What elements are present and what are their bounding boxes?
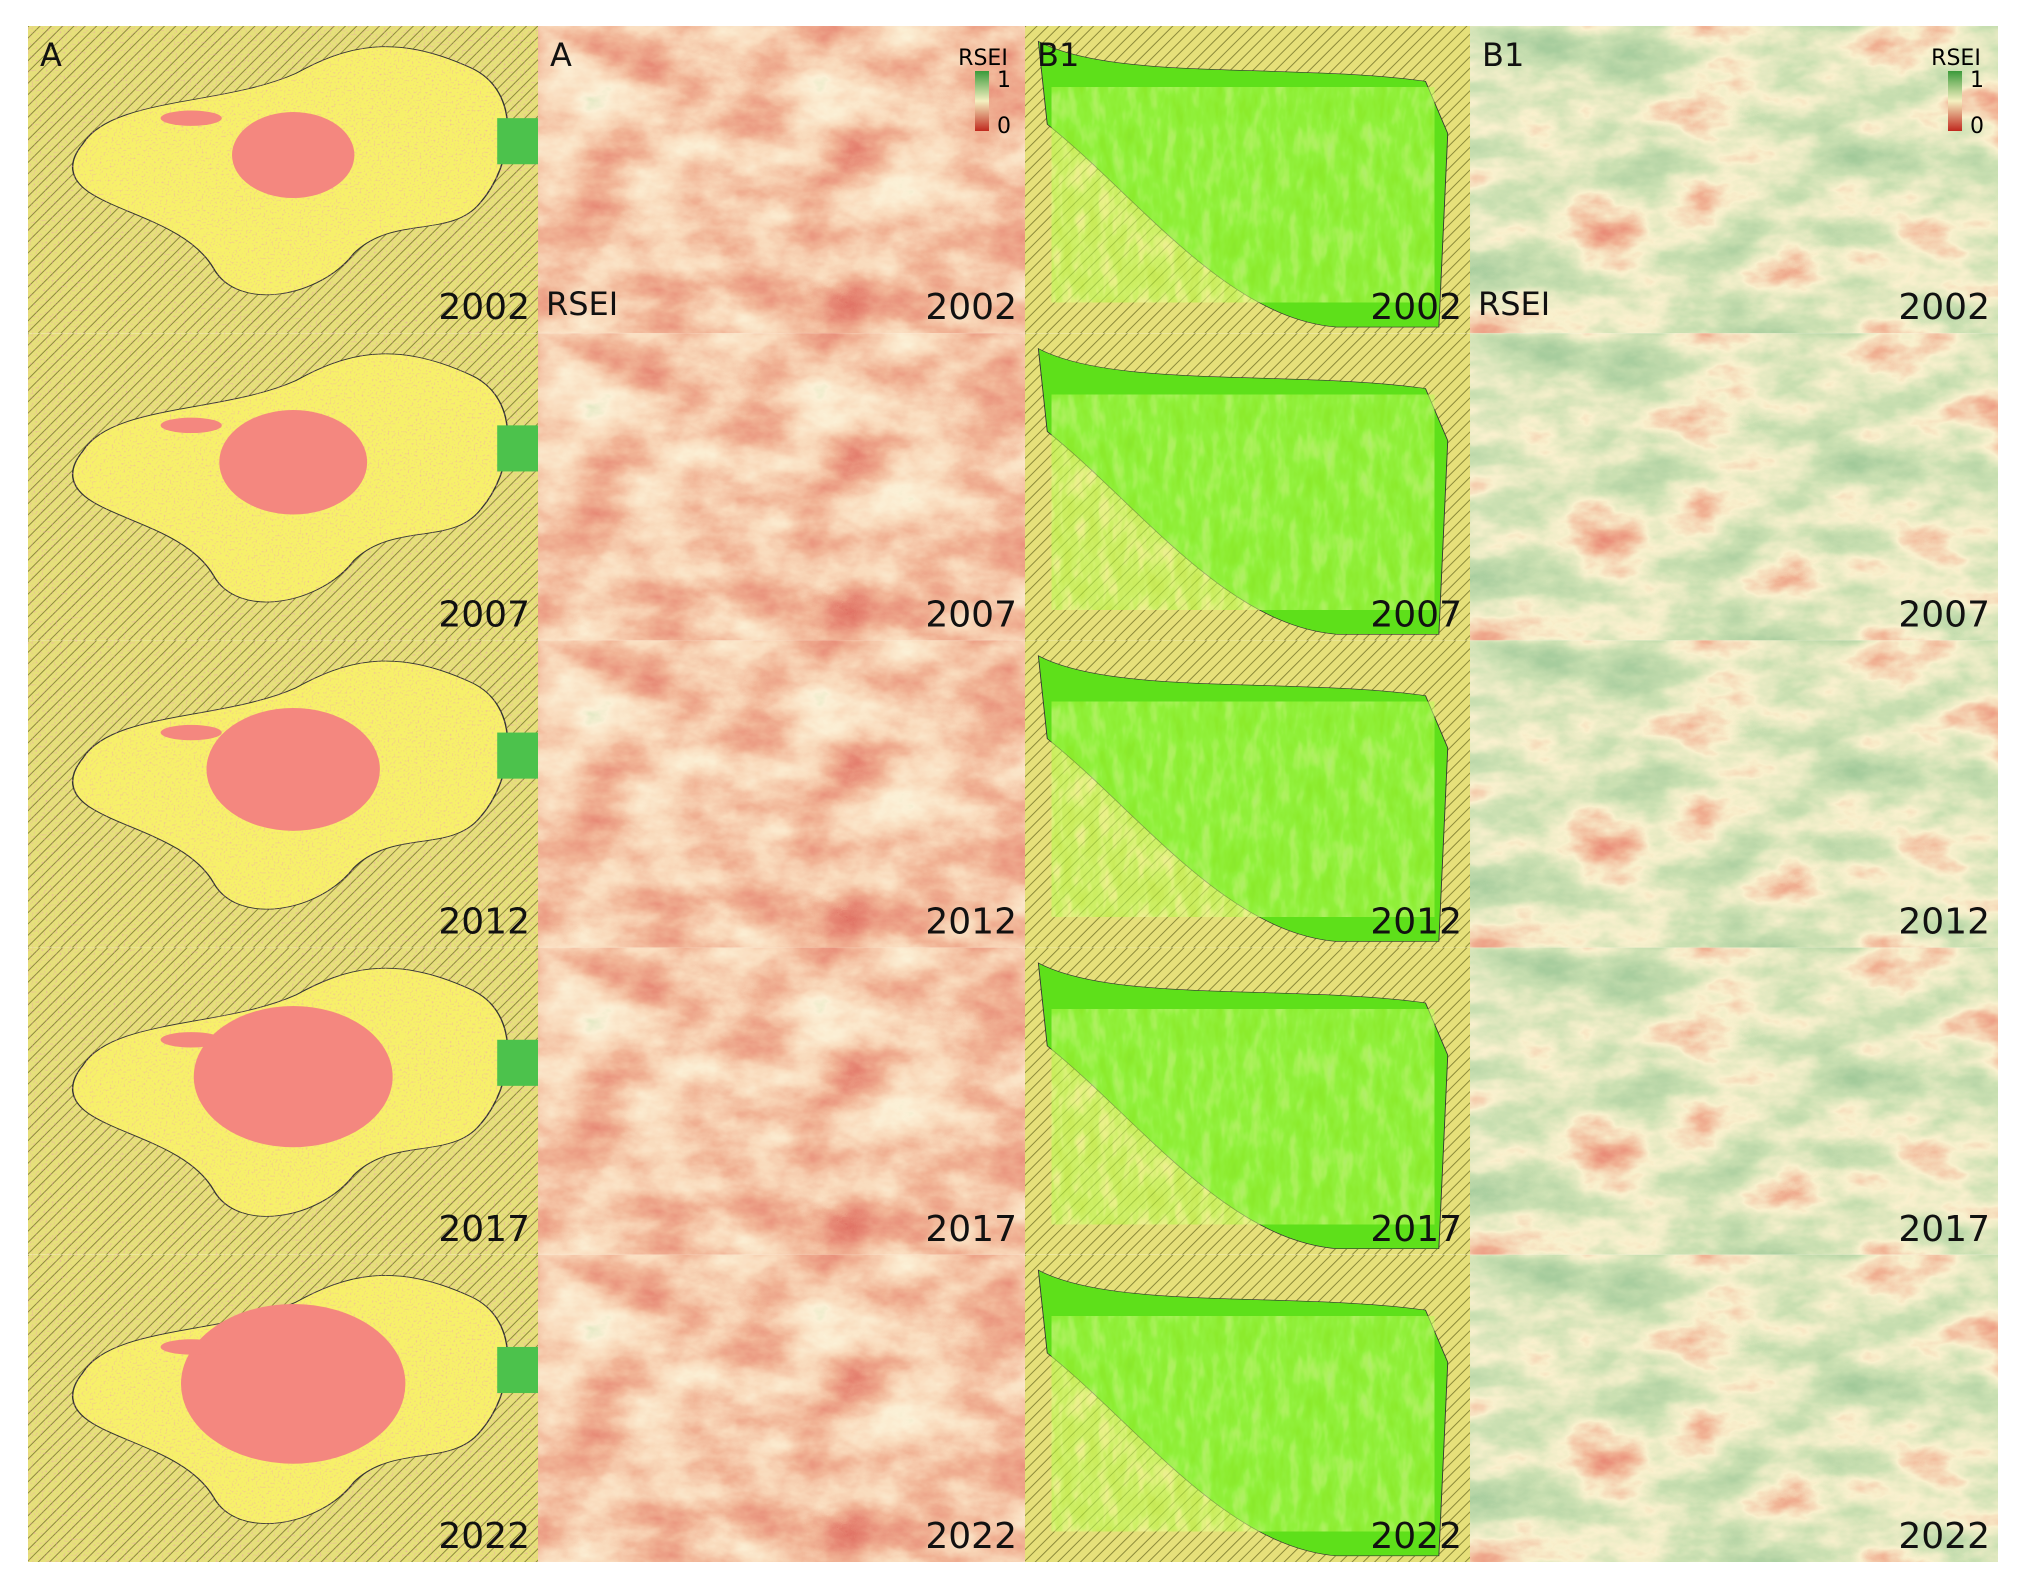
year-label: 2017	[925, 1209, 1017, 1250]
legend-title: RSEI	[1931, 46, 1981, 71]
green-patch	[497, 1039, 538, 1086]
rsei-raster	[1470, 333, 1998, 641]
map-panel: 2017	[1470, 947, 1998, 1255]
green-patch	[497, 1346, 538, 1394]
year-label: 2012	[925, 902, 1017, 943]
year-label: 2002	[1898, 287, 1990, 328]
map-panel: 2017	[28, 947, 538, 1255]
panel-label: A	[550, 36, 572, 74]
year-label: 2007	[925, 594, 1017, 635]
map-panel: 2007	[1025, 333, 1470, 641]
year-label: 2012	[1898, 902, 1990, 943]
map-panel: 2002	[28, 26, 538, 334]
panel-label: B1	[1482, 36, 1524, 74]
texture	[1051, 1316, 1435, 1532]
map-panel: 2022	[1025, 1254, 1470, 1562]
legend-bar	[975, 71, 989, 131]
rsei-raster	[538, 640, 1025, 948]
urban-area	[160, 1339, 222, 1355]
legend-min: 0	[997, 114, 1011, 139]
map-panel: 2022	[538, 1254, 1025, 1562]
year-label: 2007	[1370, 594, 1462, 635]
texture	[1051, 394, 1435, 610]
rsei-raster	[538, 947, 1025, 1255]
year-label: 2012	[1370, 902, 1462, 943]
year-label: 2017	[1370, 1209, 1462, 1250]
urban-area	[193, 1005, 393, 1148]
map-panel: 2012	[28, 640, 538, 948]
rsei-raster	[538, 26, 1025, 334]
urban-area	[206, 707, 380, 831]
year-label: 2022	[1370, 1516, 1462, 1557]
urban-area	[160, 417, 222, 434]
urban-area	[232, 112, 355, 199]
urban-area	[181, 1303, 406, 1464]
legend-min: 0	[1970, 114, 1984, 139]
legend-bar	[1948, 71, 1962, 131]
year-label: 2022	[1898, 1516, 1990, 1557]
map-panel: 2007	[1470, 333, 1998, 641]
urban-area	[160, 724, 222, 741]
rsei-raster	[1470, 1254, 1998, 1562]
green-patch	[497, 732, 538, 779]
legend-title: RSEI	[958, 46, 1008, 71]
urban-area	[160, 110, 222, 126]
map-panel: 2017	[538, 947, 1025, 1255]
year-label: 2022	[438, 1516, 530, 1557]
map-panel: 2002	[538, 26, 1025, 334]
map-panel: 2012	[1470, 640, 1998, 948]
legend-max: 1	[1970, 68, 1984, 93]
map-panel: 2022	[1470, 1254, 1998, 1562]
year-label: 2007	[1898, 594, 1990, 635]
map-panel: 2022	[28, 1254, 538, 1562]
rsei-raster	[538, 1254, 1025, 1562]
urban-area	[160, 1032, 222, 1048]
panel-label: A	[40, 36, 62, 74]
legend-max: 1	[997, 68, 1011, 93]
rsei-label: RSEI	[1478, 285, 1550, 323]
texture	[1051, 701, 1435, 917]
year-label: 2022	[925, 1516, 1017, 1557]
rsei-raster	[1470, 26, 1998, 334]
year-label: 2017	[438, 1209, 530, 1250]
map-panel: 2012	[1025, 640, 1470, 948]
map-panel: 2007	[538, 333, 1025, 641]
rsei-raster	[1470, 947, 1998, 1255]
urban-area	[219, 410, 368, 515]
map-panel: 2012	[538, 640, 1025, 948]
rsei-raster	[538, 333, 1025, 641]
texture	[1051, 87, 1435, 303]
green-patch	[497, 425, 538, 472]
map-panel: 2002	[1470, 26, 1998, 334]
year-label: 2007	[438, 594, 530, 635]
map-panel: 2017	[1025, 947, 1470, 1255]
rsei-label: RSEI	[546, 285, 618, 323]
year-label: 2017	[1898, 1209, 1990, 1250]
year-label: 2012	[438, 902, 530, 943]
year-label: 2002	[1370, 287, 1462, 328]
panel-label: B1	[1037, 36, 1079, 74]
rsei-raster	[1470, 640, 1998, 948]
year-label: 2002	[925, 287, 1017, 328]
year-label: 2002	[438, 287, 530, 328]
texture	[1051, 1009, 1435, 1225]
map-panel: 2002	[1025, 26, 1470, 334]
green-patch	[497, 118, 538, 165]
map-panel: 2007	[28, 333, 538, 641]
